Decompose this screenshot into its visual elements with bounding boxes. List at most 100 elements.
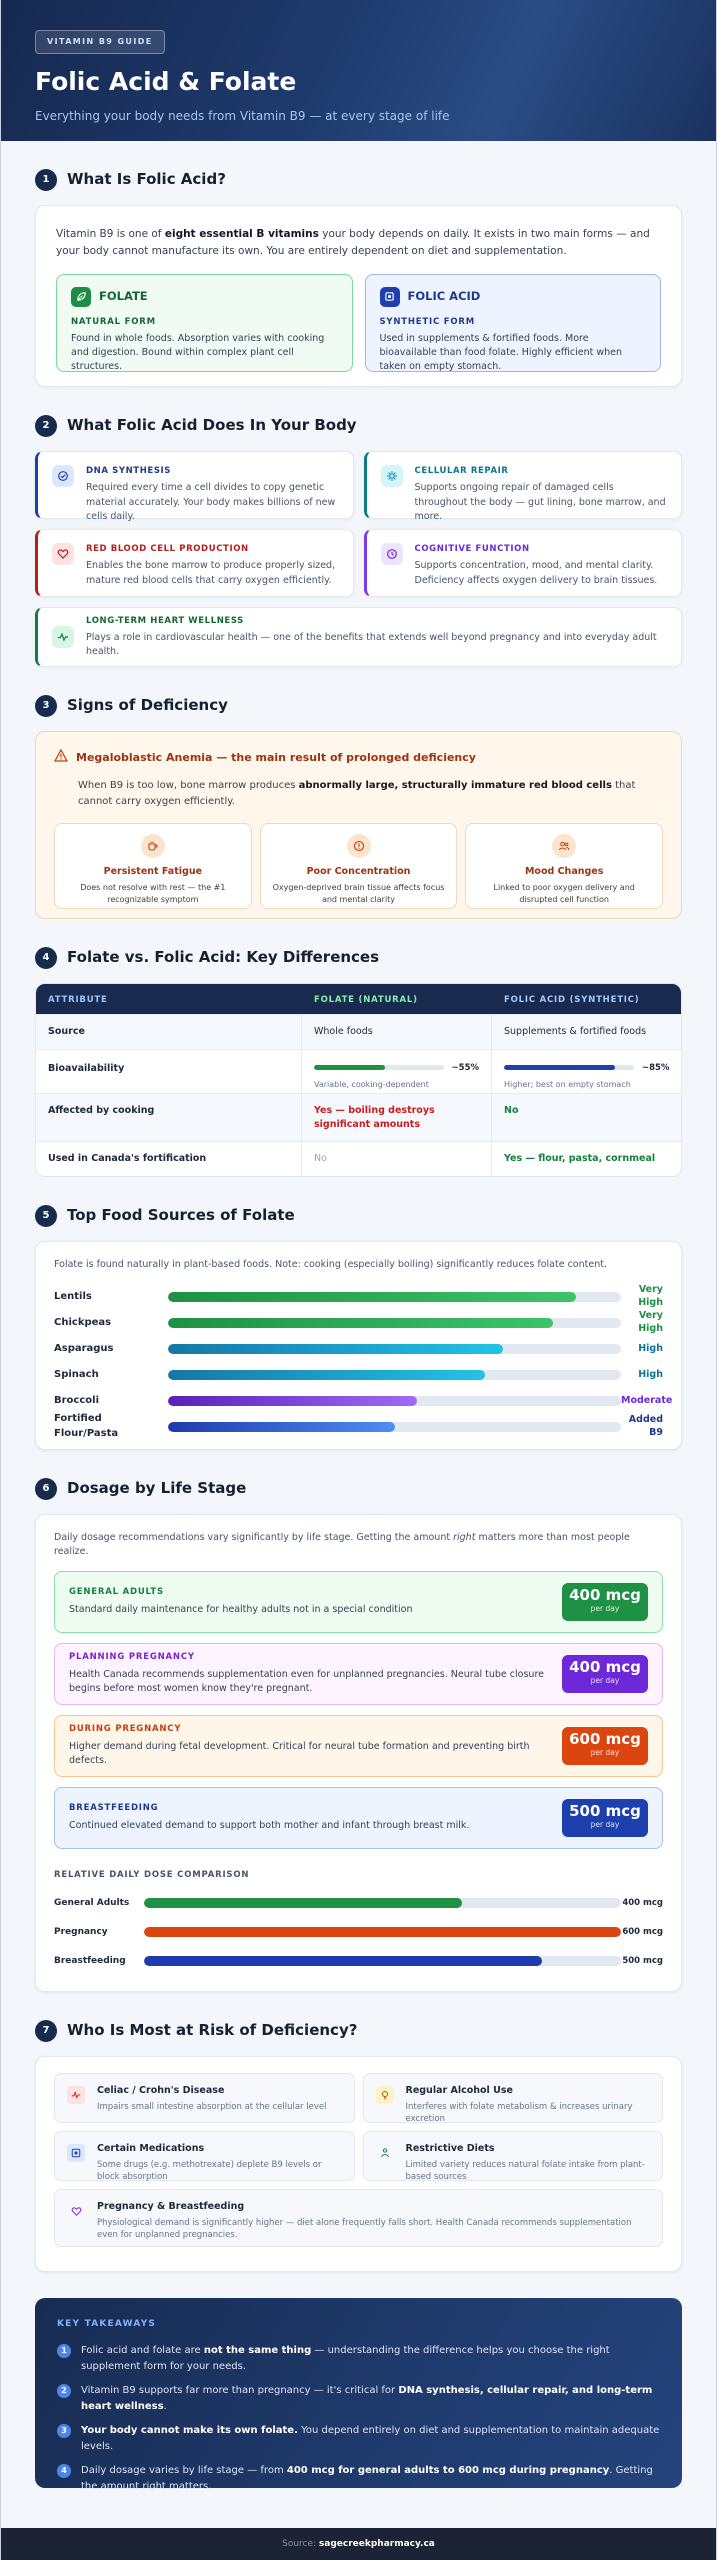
table-cell: Yes — boiling destroys significant amoun… — [302, 1092, 492, 1142]
function-cognitive: COGNITIVE FUNCTION Supports concentratio… — [363, 529, 682, 597]
dose-comparison-bars: General Adults 400 mcg Pregnancy 600 mcg Bre… — [54, 1889, 663, 1976]
food-level-fill — [168, 1317, 554, 1328]
function-dna-synthesis: DNA SYNTHESIS Required every time a cell… — [35, 451, 354, 522]
dosage-intro: Daily dosage recommendations vary signif… — [54, 1532, 630, 1557]
table-cell: Used in Canada's fortification — [36, 1141, 302, 1177]
section-deficiency: 3 Signs of Deficiency Megaloblastic Anem… — [35, 695, 682, 919]
symptom-title: Persistent Fatigue — [103, 866, 203, 878]
dose-planning-pregnancy: PLANNING PREGNANCY Health Canada recomme… — [54, 1642, 663, 1705]
food-level-bar — [168, 1421, 621, 1432]
folate-form-card: FOLATE NATURAL FORM Found in whole foods… — [56, 273, 353, 373]
dose-comparison-value: 600 mcg — [622, 1926, 663, 1937]
function-title: COGNITIVE FUNCTION — [414, 544, 530, 554]
table-cell: ~85% Higher; best on empty stomach — [492, 1048, 681, 1101]
dose-unit: per day — [590, 1747, 620, 1757]
section-dosage: 6 Dosage by Life Stage Daily dosage reco… — [35, 1478, 682, 1993]
bioavailability-note: Variable, cooking-dependent — [314, 1080, 429, 1090]
function-title: RED BLOOD CELL PRODUCTION — [86, 544, 249, 554]
function-red-blood-cells: RED BLOOD CELL PRODUCTION Enables the bo… — [35, 529, 354, 597]
food-name: Broccoli — [54, 1394, 100, 1406]
risk-text: Some drugs (e.g. methotrexate) deplete B… — [97, 2159, 322, 2183]
section-header: 3 Signs of Deficiency — [35, 695, 682, 717]
dose-badge: 400 mcg per day — [562, 1654, 648, 1693]
food-name: Fortified Flour/Pasta — [54, 1413, 119, 1439]
source-link[interactable]: sagecreekpharmacy.ca — [318, 2539, 435, 2549]
source-label: Source: — [282, 2539, 319, 2549]
intro-card: Vitamin B9 is one of eight essential B v… — [35, 205, 682, 387]
function-title: CELLULAR REPAIR — [414, 466, 509, 476]
food-source-row: Broccoli Moderate — [54, 1388, 673, 1414]
users-icon — [552, 834, 577, 859]
food-level-label: Added B9 — [628, 1414, 663, 1438]
function-text: Plays a role in cardiovascular health — … — [86, 631, 657, 658]
risk-pregnancy-breastfeeding: Pregnancy & Breastfeeding Physiological … — [54, 2189, 663, 2248]
risk-text: Impairs small intestine absorption at th… — [97, 2101, 327, 2112]
takeaway-text: Your body cannot make its own folate. Yo… — [81, 2425, 660, 2452]
hero-banner: VITAMIN B9 GUIDE Folic Acid & Folate Eve… — [1, 0, 716, 141]
table-header-row: ATTRIBUTE FOLATE (NATURAL) FOLIC ACID (S… — [36, 984, 681, 1014]
risk-title: Celiac / Crohn's Disease — [97, 2085, 225, 2097]
food-source-row: Spinach High — [54, 1362, 663, 1388]
section-number: 6 — [35, 1478, 57, 1501]
function-text: Supports ongoing repair of damaged cells… — [414, 482, 666, 522]
guide-badge: VITAMIN B9 GUIDE — [35, 30, 165, 54]
dose-text: Higher demand during fetal development. … — [69, 1740, 530, 1766]
food-source-row: Fortified Flour/Pasta Added B9 — [54, 1413, 663, 1440]
food-level-bar — [168, 1343, 621, 1354]
section-number: 4 — [35, 947, 57, 969]
risk-grid: Celiac / Crohn's Disease Impairs small i… — [54, 2073, 663, 2248]
symptom-title: Poor Concentration — [306, 866, 411, 878]
folic-acid-description: Used in supplements & fortified foods. M… — [379, 332, 623, 373]
dose-comparison-value: 400 mcg — [622, 1897, 663, 1908]
brain-icon — [380, 543, 403, 565]
function-heart-wellness: LONG-TERM HEART WELLNESS Plays a role in… — [35, 607, 682, 667]
folic-acid-name: FOLIC ACID — [407, 289, 481, 304]
risk-title: Regular Alcohol Use — [405, 2085, 513, 2097]
dose-label: BREASTFEEDING — [69, 1803, 159, 1814]
food-name: Chickpeas — [54, 1316, 112, 1328]
bioavailability-value: ~55% — [451, 1062, 479, 1073]
coffee-icon — [140, 834, 165, 859]
key-takeaways: KEY TAKEAWAYS 1 Folic acid and folate ar… — [35, 2298, 682, 2492]
symptom-list: Persistent Fatigue Does not resolve with… — [54, 823, 664, 910]
section-what-is-folic-acid: 1 What Is Folic Acid? Vitamin B9 is one … — [35, 169, 682, 387]
risk-text: Interferes with folate metabolism & incr… — [405, 2101, 633, 2125]
page-subtitle: Everything your body needs from Vitamin … — [35, 108, 450, 123]
dose-text: Health Canada recommends supplementation… — [69, 1668, 544, 1694]
section-number: 3 — [35, 695, 57, 717]
food-level-label: Moderate — [621, 1394, 673, 1406]
dose-text: Continued elevated demand to support bot… — [69, 1819, 470, 1831]
section-title: What Is Folic Acid? — [67, 170, 226, 189]
table-cell: Bioavailability — [36, 1048, 302, 1101]
folate-name: FOLATE — [99, 289, 148, 304]
risk-title: Certain Medications — [97, 2143, 205, 2155]
food-source-row: Lentils Very High — [54, 1284, 663, 1310]
risk-restrictive-diets: Restrictive Diets Limited variety reduce… — [362, 2131, 663, 2182]
food-level-bar — [168, 1317, 621, 1328]
risk-alcohol: Regular Alcohol Use Interferes with fola… — [362, 2073, 663, 2125]
folate-description: Found in whole foods. Absorption varies … — [71, 332, 325, 373]
dose-breastfeeding: BREASTFEEDING Continued elevated demand … — [54, 1786, 663, 1849]
table-row: Used in Canada's fortification No Yes — … — [36, 1141, 681, 1177]
dose-unit: per day — [590, 1819, 620, 1829]
function-grid: DNA SYNTHESIS Required every time a cell… — [35, 451, 682, 667]
folate-subtitle: NATURAL FORM — [71, 316, 156, 327]
dose-comparison-bar — [144, 1956, 621, 1967]
section-number: 7 — [35, 2020, 57, 2043]
function-title: DNA SYNTHESIS — [86, 466, 172, 476]
food-level-label: High — [638, 1342, 663, 1354]
food-level-bar — [168, 1291, 621, 1302]
risk-groups-card: Celiac / Crohn's Disease Impairs small i… — [35, 2056, 682, 2273]
repair-icon — [380, 465, 403, 487]
food-level-fill — [168, 1343, 504, 1354]
bioavailability-bar-folate — [314, 1065, 444, 1071]
function-text: Supports concentration, mood, and mental… — [414, 560, 658, 586]
column-header: FOLATE (NATURAL) — [314, 995, 418, 1005]
bioavailability-value: ~85% — [642, 1062, 670, 1073]
table-cell: No — [492, 1092, 681, 1142]
food-level-label: Very High — [638, 1284, 663, 1308]
food-level-fill — [168, 1369, 486, 1380]
main-content: 1 What Is Folic Acid? Vitamin B9 is one … — [1, 169, 716, 2492]
function-text: Required every time a cell divides to co… — [86, 482, 336, 522]
